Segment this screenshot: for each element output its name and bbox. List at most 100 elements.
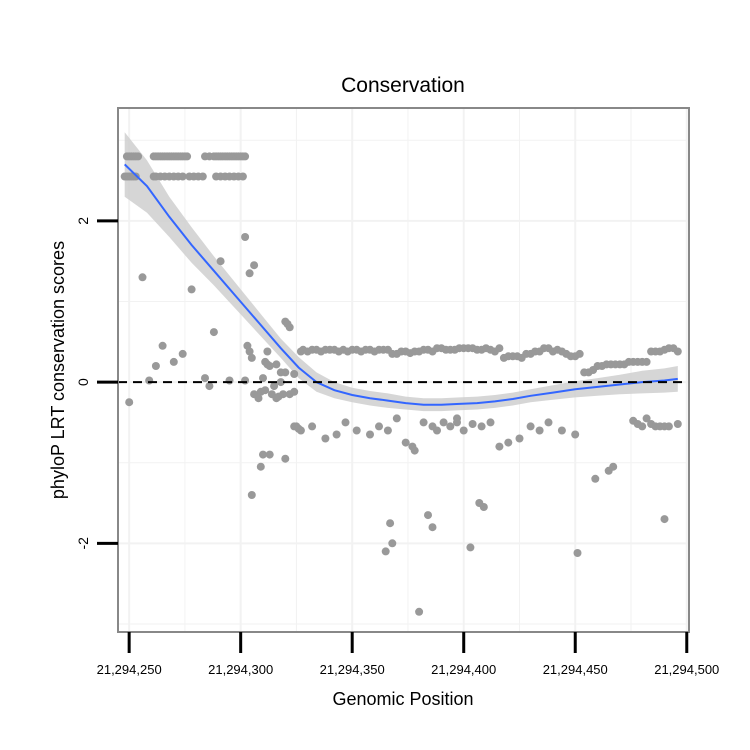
data-point <box>187 285 196 294</box>
data-point <box>642 414 651 423</box>
data-point <box>392 414 401 423</box>
chart-title: Conservation <box>341 74 465 97</box>
data-point <box>290 370 299 378</box>
confidence-band-layer <box>124 132 678 412</box>
data-point <box>428 523 437 532</box>
data-point <box>544 418 553 427</box>
data-point <box>225 376 234 385</box>
data-point <box>673 347 682 356</box>
data-point <box>296 426 305 435</box>
data-point <box>381 547 390 556</box>
data-point <box>205 382 214 391</box>
data-point <box>439 418 448 427</box>
x-axis: 21,294,250 21,294,300 21,294,350 21,294,400… <box>97 632 719 677</box>
y-tick-label: 0 <box>75 378 91 386</box>
data-point <box>466 543 475 552</box>
data-point <box>247 353 256 362</box>
y-tick-label: 2 <box>75 217 91 225</box>
data-point <box>642 357 651 366</box>
data-point <box>419 418 428 427</box>
data-point <box>151 362 160 370</box>
x-tick-label: 21,294,250 <box>97 662 162 677</box>
data-point <box>591 474 600 483</box>
data-point <box>169 357 178 366</box>
data-point <box>477 422 486 431</box>
data-point <box>290 387 299 396</box>
data-point <box>138 273 147 282</box>
data-point <box>609 462 618 471</box>
data-point <box>557 426 566 435</box>
data-point <box>263 347 272 356</box>
data-point <box>433 426 441 435</box>
data-point <box>272 360 281 369</box>
data-point <box>495 344 504 353</box>
data-point <box>573 549 582 557</box>
x-axis-title: Genomic Position <box>332 689 473 709</box>
plot-frame-layer <box>117 107 690 633</box>
data-point <box>241 233 250 241</box>
data-point <box>383 426 392 435</box>
data-point <box>158 341 167 350</box>
data-point <box>241 152 250 161</box>
plot-background <box>118 108 689 632</box>
data-point <box>401 438 410 447</box>
data-point <box>308 422 317 431</box>
data-point <box>216 257 225 266</box>
data-point <box>332 430 341 439</box>
data-point <box>479 503 488 511</box>
data-point <box>238 172 247 181</box>
data-point <box>660 515 669 524</box>
data-point <box>446 422 455 431</box>
data-point <box>571 430 580 439</box>
x-tick-label: 21,294,300 <box>208 662 273 677</box>
data-point <box>526 422 535 431</box>
data-point <box>178 172 187 181</box>
data-point <box>276 378 285 387</box>
data-point <box>125 398 134 407</box>
data-point <box>134 152 143 161</box>
data-point <box>575 349 584 358</box>
data-point <box>415 607 424 616</box>
data-point <box>265 362 274 370</box>
data-point <box>261 386 270 395</box>
data-point <box>408 442 417 451</box>
data-point <box>145 376 154 385</box>
data-point <box>459 426 468 435</box>
data-point <box>198 172 207 181</box>
data-point <box>241 376 250 385</box>
data-point <box>245 347 254 356</box>
data-point <box>247 491 256 499</box>
data-point <box>352 426 361 435</box>
data-point <box>183 152 192 161</box>
data-point <box>673 420 682 428</box>
data-point <box>386 519 395 528</box>
data-point <box>254 394 263 403</box>
y-axis-title: phyloP LRT conservation scores <box>48 241 68 499</box>
x-tick-label: 21,294,350 <box>320 662 385 677</box>
data-point <box>535 426 544 435</box>
data-point <box>366 430 374 439</box>
data-point <box>256 462 265 471</box>
data-point <box>495 442 504 451</box>
data-point <box>259 374 267 383</box>
y-axis: -2 0 2 <box>75 217 118 550</box>
data-point <box>453 418 461 427</box>
gridlines <box>118 108 689 632</box>
plot-border <box>117 107 690 633</box>
plot-area <box>118 108 689 632</box>
smooth-line <box>124 163 678 406</box>
data-point <box>321 434 330 443</box>
data-point <box>375 422 383 431</box>
data-point <box>201 374 209 383</box>
y-tick-label: -2 <box>75 537 91 550</box>
data-point <box>664 422 673 431</box>
data-point <box>245 269 254 278</box>
data-point <box>259 450 267 459</box>
x-tick-label: 21,294,500 <box>654 662 719 677</box>
smooth-line-layer <box>124 163 678 406</box>
data-point <box>486 418 495 427</box>
data-point <box>281 454 290 463</box>
data-point <box>515 434 524 443</box>
data-point <box>388 539 397 548</box>
